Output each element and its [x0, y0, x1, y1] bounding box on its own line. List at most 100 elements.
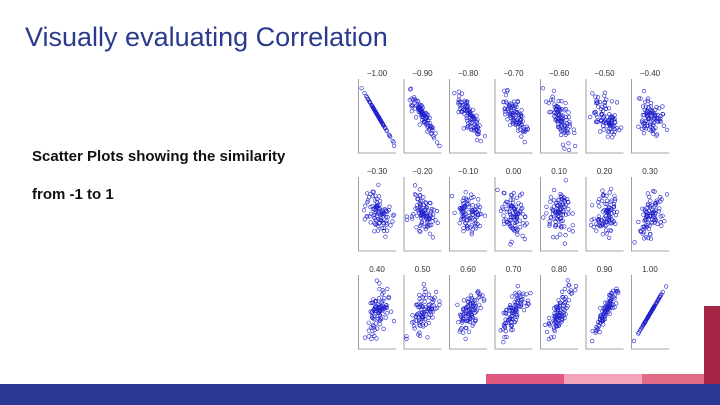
panel-axes [540, 79, 578, 154]
scatter-point [588, 114, 593, 120]
scatter-point [590, 203, 595, 208]
panel-label: 0.30 [642, 167, 658, 176]
scatter-point [602, 310, 607, 315]
scatter-point [503, 329, 508, 334]
scatter-point [566, 141, 571, 146]
scatter-point [614, 100, 620, 105]
scatter-point [512, 106, 517, 111]
scatter-point [593, 94, 598, 99]
scatter-point [426, 315, 431, 320]
scatter-point [656, 209, 662, 214]
scatter-point [413, 193, 419, 198]
scatter-point [565, 199, 571, 204]
scatter-point [518, 118, 523, 123]
scatter-point [640, 323, 646, 328]
scatter-point [514, 120, 519, 126]
scatter-point [474, 215, 479, 220]
scatter-panel: 0.10 [540, 167, 578, 252]
scatter-point [416, 311, 421, 316]
scatter-point [425, 115, 430, 121]
scatter-point [387, 204, 392, 209]
scatter-point [597, 99, 603, 105]
scatter-point [477, 212, 482, 217]
scatter-point [409, 102, 414, 107]
scatter-point [562, 108, 567, 113]
scatter-point [631, 338, 637, 344]
scatter-point [382, 296, 387, 301]
scatter-point [379, 119, 384, 124]
scatter-point [561, 113, 566, 118]
scatter-point [418, 102, 423, 108]
scatter-point [560, 115, 565, 121]
scatter-point [602, 113, 607, 119]
scatter-point [517, 290, 522, 295]
scatter-point [555, 307, 560, 313]
scatter-point [562, 241, 567, 246]
scatter-point [459, 105, 464, 110]
scatter-point [469, 195, 474, 200]
scatter-point [658, 214, 663, 219]
scatter-point [515, 300, 520, 305]
scatter-point [567, 124, 572, 129]
scatter-point [553, 224, 558, 229]
scatter-point [423, 311, 428, 317]
scatter-point [569, 291, 574, 296]
scatter-point [417, 187, 422, 192]
scatter-point [506, 111, 511, 117]
scatter-point [513, 102, 518, 107]
scatter-point [507, 307, 512, 312]
scatter-point [368, 220, 373, 225]
scatter-point [372, 327, 377, 333]
scatter-point [380, 122, 386, 127]
scatter-point [573, 283, 579, 289]
scatter-point [562, 296, 567, 301]
scatter-point [367, 214, 372, 219]
scatter-point [381, 214, 386, 219]
scatter-point [599, 198, 605, 203]
scatter-point [476, 128, 481, 134]
scatter-panel: −0.70 [494, 69, 533, 154]
scatter-point [512, 312, 517, 317]
scatter-point [466, 318, 471, 323]
scatter-point [470, 107, 476, 112]
scatter-point [525, 298, 531, 303]
scatter-point [431, 207, 436, 212]
scatter-point [380, 208, 385, 214]
scatter-point [415, 302, 420, 307]
scatter-point [461, 308, 466, 313]
scatter-point [463, 190, 468, 195]
scatter-point [594, 119, 599, 124]
scatter-point [600, 232, 605, 237]
scatter-point [561, 209, 566, 214]
scatter-point [423, 200, 428, 205]
scatter-point [559, 107, 565, 112]
scatter-point [414, 203, 420, 208]
scatter-panel: 0.20 [585, 167, 624, 252]
scatter-point [612, 129, 617, 134]
scatter-point [412, 97, 418, 102]
scatter-point [597, 204, 602, 209]
scatter-point [597, 197, 602, 202]
scatter-point [504, 311, 509, 316]
scatter-point [371, 308, 376, 313]
scatter-point [473, 224, 478, 229]
scatter-point [474, 128, 479, 133]
scatter-point [362, 208, 367, 213]
scatter-point [369, 336, 374, 342]
scatter-point [417, 201, 422, 206]
scatter-point [610, 123, 615, 128]
scatter-point [404, 217, 410, 222]
panel-axes [358, 177, 396, 252]
scatter-point [378, 218, 384, 223]
scatter-point [467, 218, 472, 223]
scatter-point [475, 222, 480, 227]
scatter-point [456, 99, 461, 105]
scatter-point [383, 234, 388, 239]
scatter-point [381, 122, 386, 128]
scatter-point [593, 329, 598, 334]
scatter-point [648, 124, 653, 129]
scatter-point [384, 305, 390, 310]
scatter-point [651, 120, 657, 126]
scatter-point [380, 304, 385, 309]
panel-label: 0.60 [460, 265, 476, 274]
